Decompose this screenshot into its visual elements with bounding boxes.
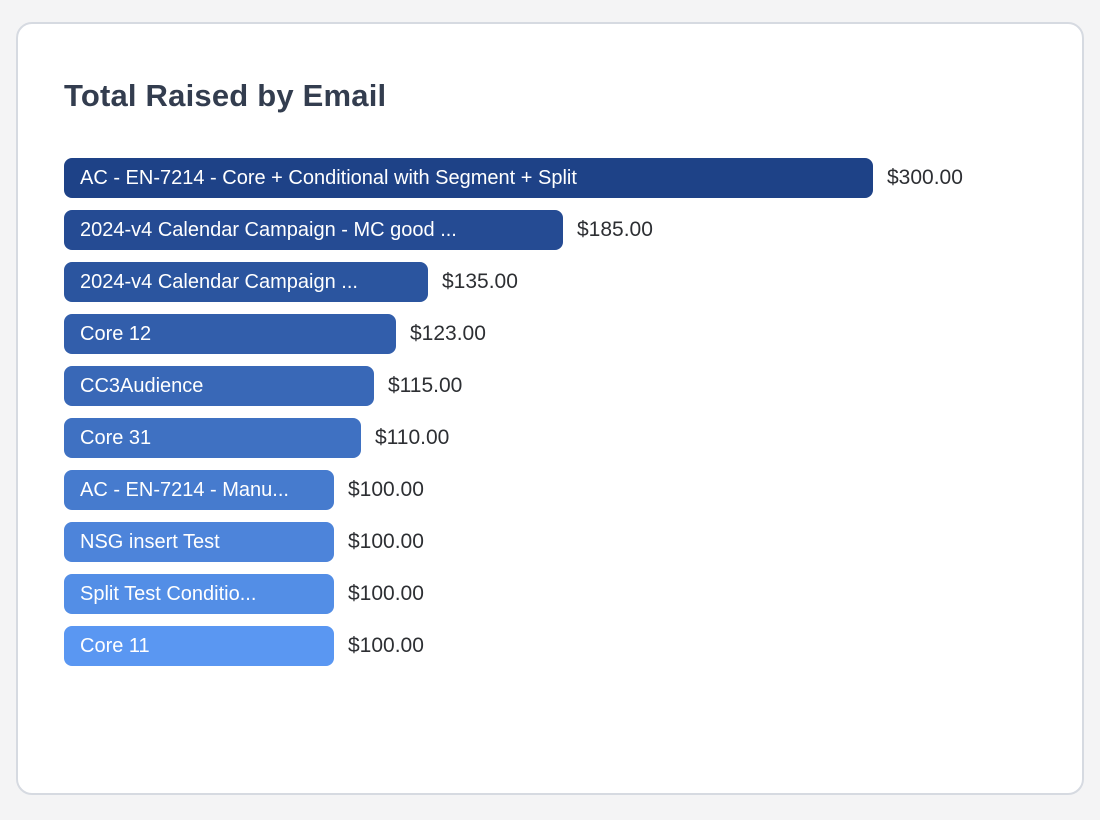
bar[interactable]: Split Test Conditio... bbox=[64, 574, 334, 614]
bar-label: AC - EN-7214 - Manu... bbox=[80, 478, 289, 501]
bar-label: CC3Audience bbox=[80, 374, 204, 397]
bar[interactable]: Core 31 bbox=[64, 418, 361, 458]
bar-value: $123.00 bbox=[410, 322, 486, 345]
bar-row: Split Test Conditio... $100.00 bbox=[64, 574, 1082, 614]
bar-label: NSG insert Test bbox=[80, 530, 220, 553]
bar-value: $135.00 bbox=[442, 270, 518, 293]
bar-label: AC - EN-7214 - Core + Conditional with S… bbox=[80, 166, 577, 189]
bar[interactable]: Core 12 bbox=[64, 314, 396, 354]
bar-value: $100.00 bbox=[348, 634, 424, 657]
bar-row: CC3Audience $115.00 bbox=[64, 366, 1082, 406]
bar-row: AC - EN-7214 - Core + Conditional with S… bbox=[64, 158, 1082, 198]
bar[interactable]: 2024-v4 Calendar Campaign ... bbox=[64, 262, 428, 302]
bar-value: $185.00 bbox=[577, 218, 653, 241]
bar-row: Core 12 $123.00 bbox=[64, 314, 1082, 354]
bar[interactable]: NSG insert Test bbox=[64, 522, 334, 562]
bar-row: 2024-v4 Calendar Campaign - MC good ... $… bbox=[64, 210, 1082, 250]
bar-value: $100.00 bbox=[348, 582, 424, 605]
bar-row: 2024-v4 Calendar Campaign ... $135.00 bbox=[64, 262, 1082, 302]
bar-value: $100.00 bbox=[348, 478, 424, 501]
bar-label: 2024-v4 Calendar Campaign ... bbox=[80, 270, 358, 293]
bar-row: NSG insert Test $100.00 bbox=[64, 522, 1082, 562]
bar[interactable]: AC - EN-7214 - Manu... bbox=[64, 470, 334, 510]
bar-label: Split Test Conditio... bbox=[80, 582, 257, 605]
bar-label: Core 11 bbox=[80, 634, 150, 657]
bar-row: AC - EN-7214 - Manu... $100.00 bbox=[64, 470, 1082, 510]
bar-label: Core 12 bbox=[80, 322, 152, 345]
bar-label: Core 31 bbox=[80, 426, 152, 449]
bar[interactable]: CC3Audience bbox=[64, 366, 374, 406]
chart-card: Total Raised by Email AC - EN-7214 - Cor… bbox=[16, 22, 1084, 795]
bar[interactable]: 2024-v4 Calendar Campaign - MC good ... bbox=[64, 210, 563, 250]
bar-label: 2024-v4 Calendar Campaign - MC good ... bbox=[80, 218, 457, 241]
bar-value: $115.00 bbox=[388, 374, 463, 397]
page-title: Total Raised by Email bbox=[64, 78, 387, 113]
bar-row: Core 31 $110.00 bbox=[64, 418, 1082, 458]
bar[interactable]: Core 11 bbox=[64, 626, 334, 666]
bar-chart: AC - EN-7214 - Core + Conditional with S… bbox=[64, 158, 1082, 666]
bar-value: $300.00 bbox=[887, 166, 963, 189]
bar-value: $100.00 bbox=[348, 530, 424, 553]
bar-value: $110.00 bbox=[375, 426, 450, 449]
bar-row: Core 11 $100.00 bbox=[64, 626, 1082, 666]
bar[interactable]: AC - EN-7214 - Core + Conditional with S… bbox=[64, 158, 873, 198]
